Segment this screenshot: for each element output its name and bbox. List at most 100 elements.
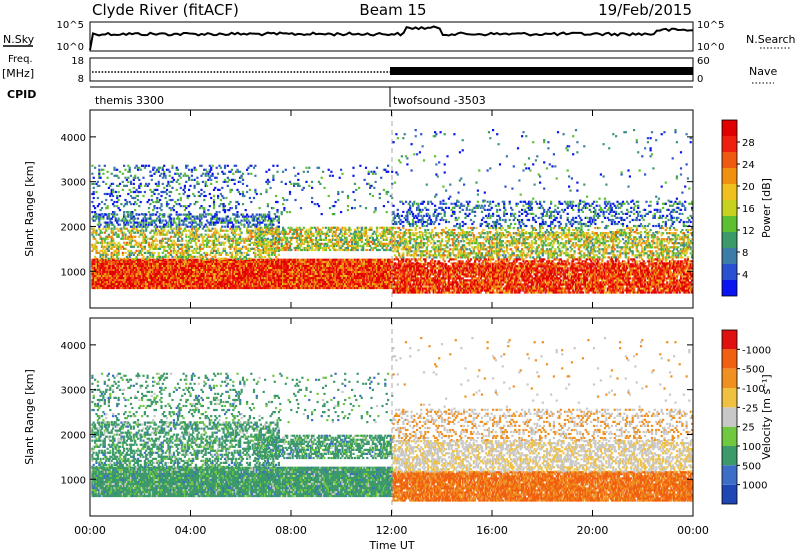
heatmap-cell — [246, 252, 248, 254]
heatmap-cell — [247, 238, 249, 240]
heatmap-cell — [194, 256, 196, 258]
heatmap-cell — [292, 235, 294, 237]
heatmap-cell — [183, 224, 185, 226]
heatmap-cell — [305, 229, 307, 231]
heatmap-cell — [200, 189, 202, 191]
heatmap-cell — [151, 238, 153, 240]
heatmap-cell — [112, 191, 114, 193]
heatmap-cell — [328, 247, 330, 249]
heatmap-cell — [206, 238, 208, 240]
heatmap-cell — [145, 230, 147, 232]
heatmap-cell — [276, 171, 278, 173]
heatmap-cell — [149, 232, 151, 234]
heatmap-cell — [239, 230, 241, 232]
heatmap-cell — [224, 205, 226, 207]
heatmap-cell — [137, 230, 139, 232]
heatmap-cell — [166, 242, 168, 244]
heatmap-cell — [170, 222, 172, 224]
heatmap-cell — [205, 169, 207, 171]
heatmap-cell — [321, 243, 323, 245]
heatmap-cell — [191, 224, 193, 226]
heatmap-cell — [116, 169, 118, 171]
heatmap-cell — [176, 214, 178, 216]
heatmap-cell — [203, 244, 205, 246]
heatmap-cell — [108, 246, 110, 248]
heatmap-cell — [165, 254, 167, 256]
heatmap-cell — [137, 232, 139, 234]
heatmap-cell — [140, 169, 142, 171]
heatmap-cell — [315, 229, 317, 231]
heatmap-cell — [112, 183, 114, 185]
heatmap-cell — [183, 252, 185, 254]
heatmap-cell — [214, 228, 216, 230]
heatmap-cell — [100, 236, 102, 238]
heatmap-cell — [119, 183, 121, 185]
heatmap-cell — [212, 236, 214, 238]
heatmap-cell — [189, 218, 191, 220]
heatmap-cell — [170, 209, 172, 211]
heatmap-cell — [93, 228, 95, 230]
noise-right-label: N.Search — [746, 33, 796, 46]
heatmap-cell — [178, 222, 180, 224]
heatmap-cell — [288, 233, 290, 235]
heatmap-cell — [216, 167, 218, 169]
heatmap-cell — [130, 242, 132, 244]
heatmap-cell — [149, 216, 151, 218]
heatmap-cell — [311, 249, 313, 251]
heatmap-cell — [290, 183, 292, 185]
heatmap-cell — [101, 244, 103, 246]
heatmap-cell — [102, 248, 104, 250]
noise-left-tick-bottom: 10^0 — [57, 42, 84, 53]
heatmap-cell — [133, 179, 135, 181]
heatmap-cell — [202, 214, 204, 216]
heatmap-cell — [180, 228, 182, 230]
heatmap-cell — [166, 189, 168, 191]
heatmap-cell — [238, 191, 240, 193]
heatmap-cell — [268, 169, 270, 171]
heatmap-cell — [142, 195, 144, 197]
heatmap-cell — [303, 171, 305, 173]
heatmap-cell — [247, 232, 249, 234]
heatmap-cell — [200, 218, 202, 220]
heatmap-cell — [249, 222, 251, 224]
heatmap-cell — [98, 185, 100, 187]
heatmap-cell — [148, 250, 150, 252]
heatmap-cell — [214, 224, 216, 226]
heatmap-cell — [319, 235, 321, 237]
heatmap-cell — [163, 228, 165, 230]
heatmap-cell — [134, 240, 136, 242]
heatmap-cell — [174, 222, 176, 224]
heatmap-cell — [130, 195, 132, 197]
heatmap-cell — [123, 165, 125, 167]
heatmap-cell — [163, 248, 165, 250]
heatmap-cell — [300, 231, 302, 233]
heatmap-cell — [153, 167, 155, 169]
heatmap-cell — [271, 254, 273, 256]
heatmap-cell — [187, 252, 189, 254]
heatmap-cell — [196, 201, 198, 203]
heatmap-cell — [225, 218, 227, 220]
heatmap-cell — [185, 220, 187, 222]
heatmap-cell — [126, 201, 128, 203]
heatmap-cell — [210, 197, 212, 199]
heatmap-cell — [232, 228, 234, 230]
heatmap-cell — [305, 239, 307, 241]
heatmap-cell — [165, 224, 167, 226]
heatmap-cell — [261, 218, 263, 220]
heatmap-cell — [224, 222, 226, 224]
heatmap-cell — [270, 218, 272, 220]
heatmap-cell — [105, 228, 107, 230]
heatmap-cell — [207, 175, 209, 177]
heatmap-cell — [217, 250, 219, 252]
heatmap-cell — [147, 201, 149, 203]
heatmap-cell — [246, 185, 248, 187]
heatmap-cell — [267, 205, 269, 207]
heatmap-cell — [296, 241, 298, 243]
heatmap-cell — [221, 195, 223, 197]
heatmap-cell — [239, 193, 241, 195]
heatmap-cell — [209, 171, 211, 173]
heatmap-cell — [123, 214, 125, 216]
heatmap-cell — [144, 238, 146, 240]
heatmap-cell — [236, 169, 238, 171]
heatmap-cell — [228, 236, 230, 238]
